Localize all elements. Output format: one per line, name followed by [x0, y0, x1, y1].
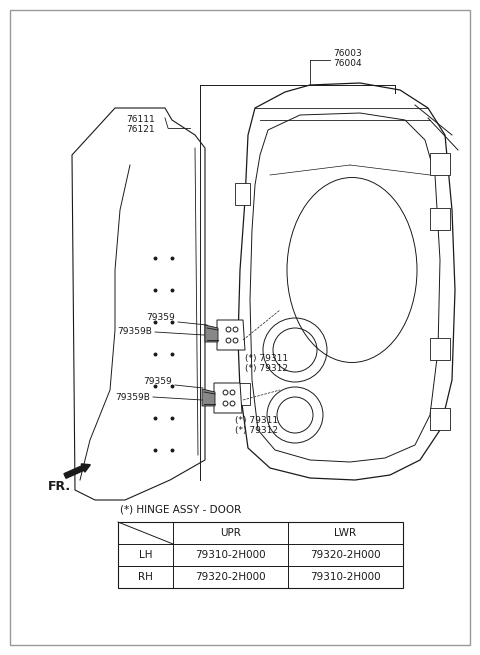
Text: 79310-2H000: 79310-2H000: [310, 572, 381, 582]
Ellipse shape: [287, 178, 417, 362]
FancyBboxPatch shape: [235, 183, 250, 205]
Text: (*) 79311: (*) 79311: [245, 354, 288, 362]
Text: 79359: 79359: [143, 377, 172, 386]
Text: 76004: 76004: [333, 58, 361, 67]
Text: 79310-2H000: 79310-2H000: [195, 550, 266, 560]
Text: (*) HINGE ASSY - DOOR: (*) HINGE ASSY - DOOR: [120, 505, 241, 515]
Text: (*) 79312: (*) 79312: [235, 426, 278, 434]
Text: FR.: FR.: [48, 479, 71, 493]
FancyBboxPatch shape: [430, 338, 450, 360]
Polygon shape: [250, 113, 440, 462]
Polygon shape: [214, 383, 242, 413]
Text: 76003: 76003: [333, 48, 362, 58]
Text: 76121: 76121: [126, 126, 155, 134]
Text: 79320-2H000: 79320-2H000: [310, 550, 381, 560]
FancyArrow shape: [64, 464, 90, 478]
Polygon shape: [202, 389, 215, 406]
Text: 79320-2H000: 79320-2H000: [195, 572, 266, 582]
FancyBboxPatch shape: [430, 153, 450, 175]
Text: (*) 79312: (*) 79312: [245, 364, 288, 373]
FancyBboxPatch shape: [10, 10, 470, 645]
Text: LWR: LWR: [335, 528, 357, 538]
Polygon shape: [238, 83, 455, 480]
Text: 79359B: 79359B: [117, 328, 152, 337]
Polygon shape: [217, 320, 245, 350]
FancyBboxPatch shape: [430, 408, 450, 430]
Text: 79359: 79359: [146, 314, 175, 322]
Text: 76111: 76111: [126, 115, 155, 124]
Text: UPR: UPR: [220, 528, 241, 538]
Text: (*) 79311: (*) 79311: [235, 415, 278, 424]
Text: RH: RH: [138, 572, 153, 582]
FancyBboxPatch shape: [430, 208, 450, 230]
Polygon shape: [205, 325, 218, 342]
FancyBboxPatch shape: [235, 383, 250, 405]
Text: 79359B: 79359B: [115, 392, 150, 402]
Polygon shape: [72, 108, 205, 500]
FancyBboxPatch shape: [118, 522, 403, 588]
Text: LH: LH: [139, 550, 152, 560]
